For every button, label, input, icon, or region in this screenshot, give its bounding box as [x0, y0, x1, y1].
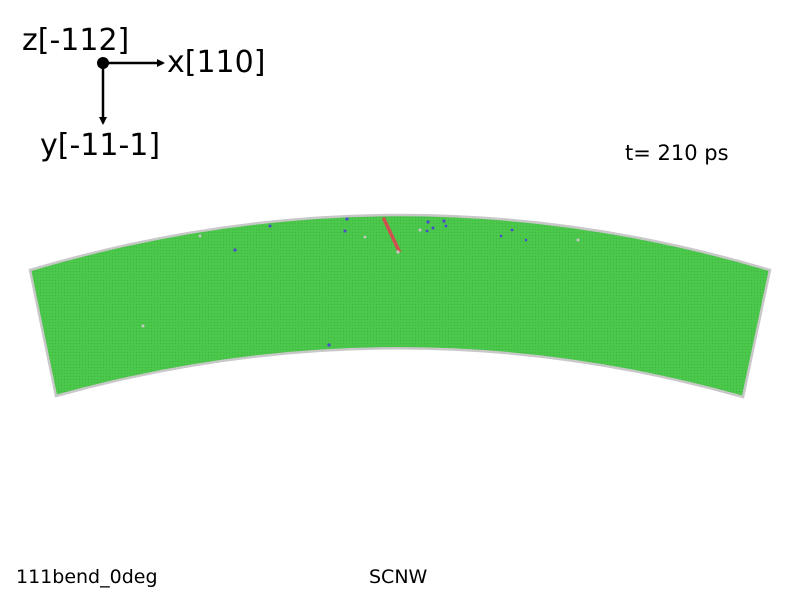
- nanowire-body: [28, 213, 772, 399]
- y-axis-label: y[-11-1]: [40, 128, 161, 163]
- defect-atoms: [233, 217, 528, 347]
- x-axis-label: x[110]: [167, 45, 266, 80]
- surface-defect-atoms: [141, 228, 580, 328]
- structure-label: SCNW: [369, 566, 428, 588]
- stacking-fault: [382, 217, 401, 253]
- z-axis-label: z[-112]: [22, 23, 130, 58]
- simulation-name-label: 111bend_0deg: [16, 566, 158, 588]
- time-label: t= 210 ps: [625, 141, 729, 165]
- z-axis-origin-dot: [97, 57, 109, 69]
